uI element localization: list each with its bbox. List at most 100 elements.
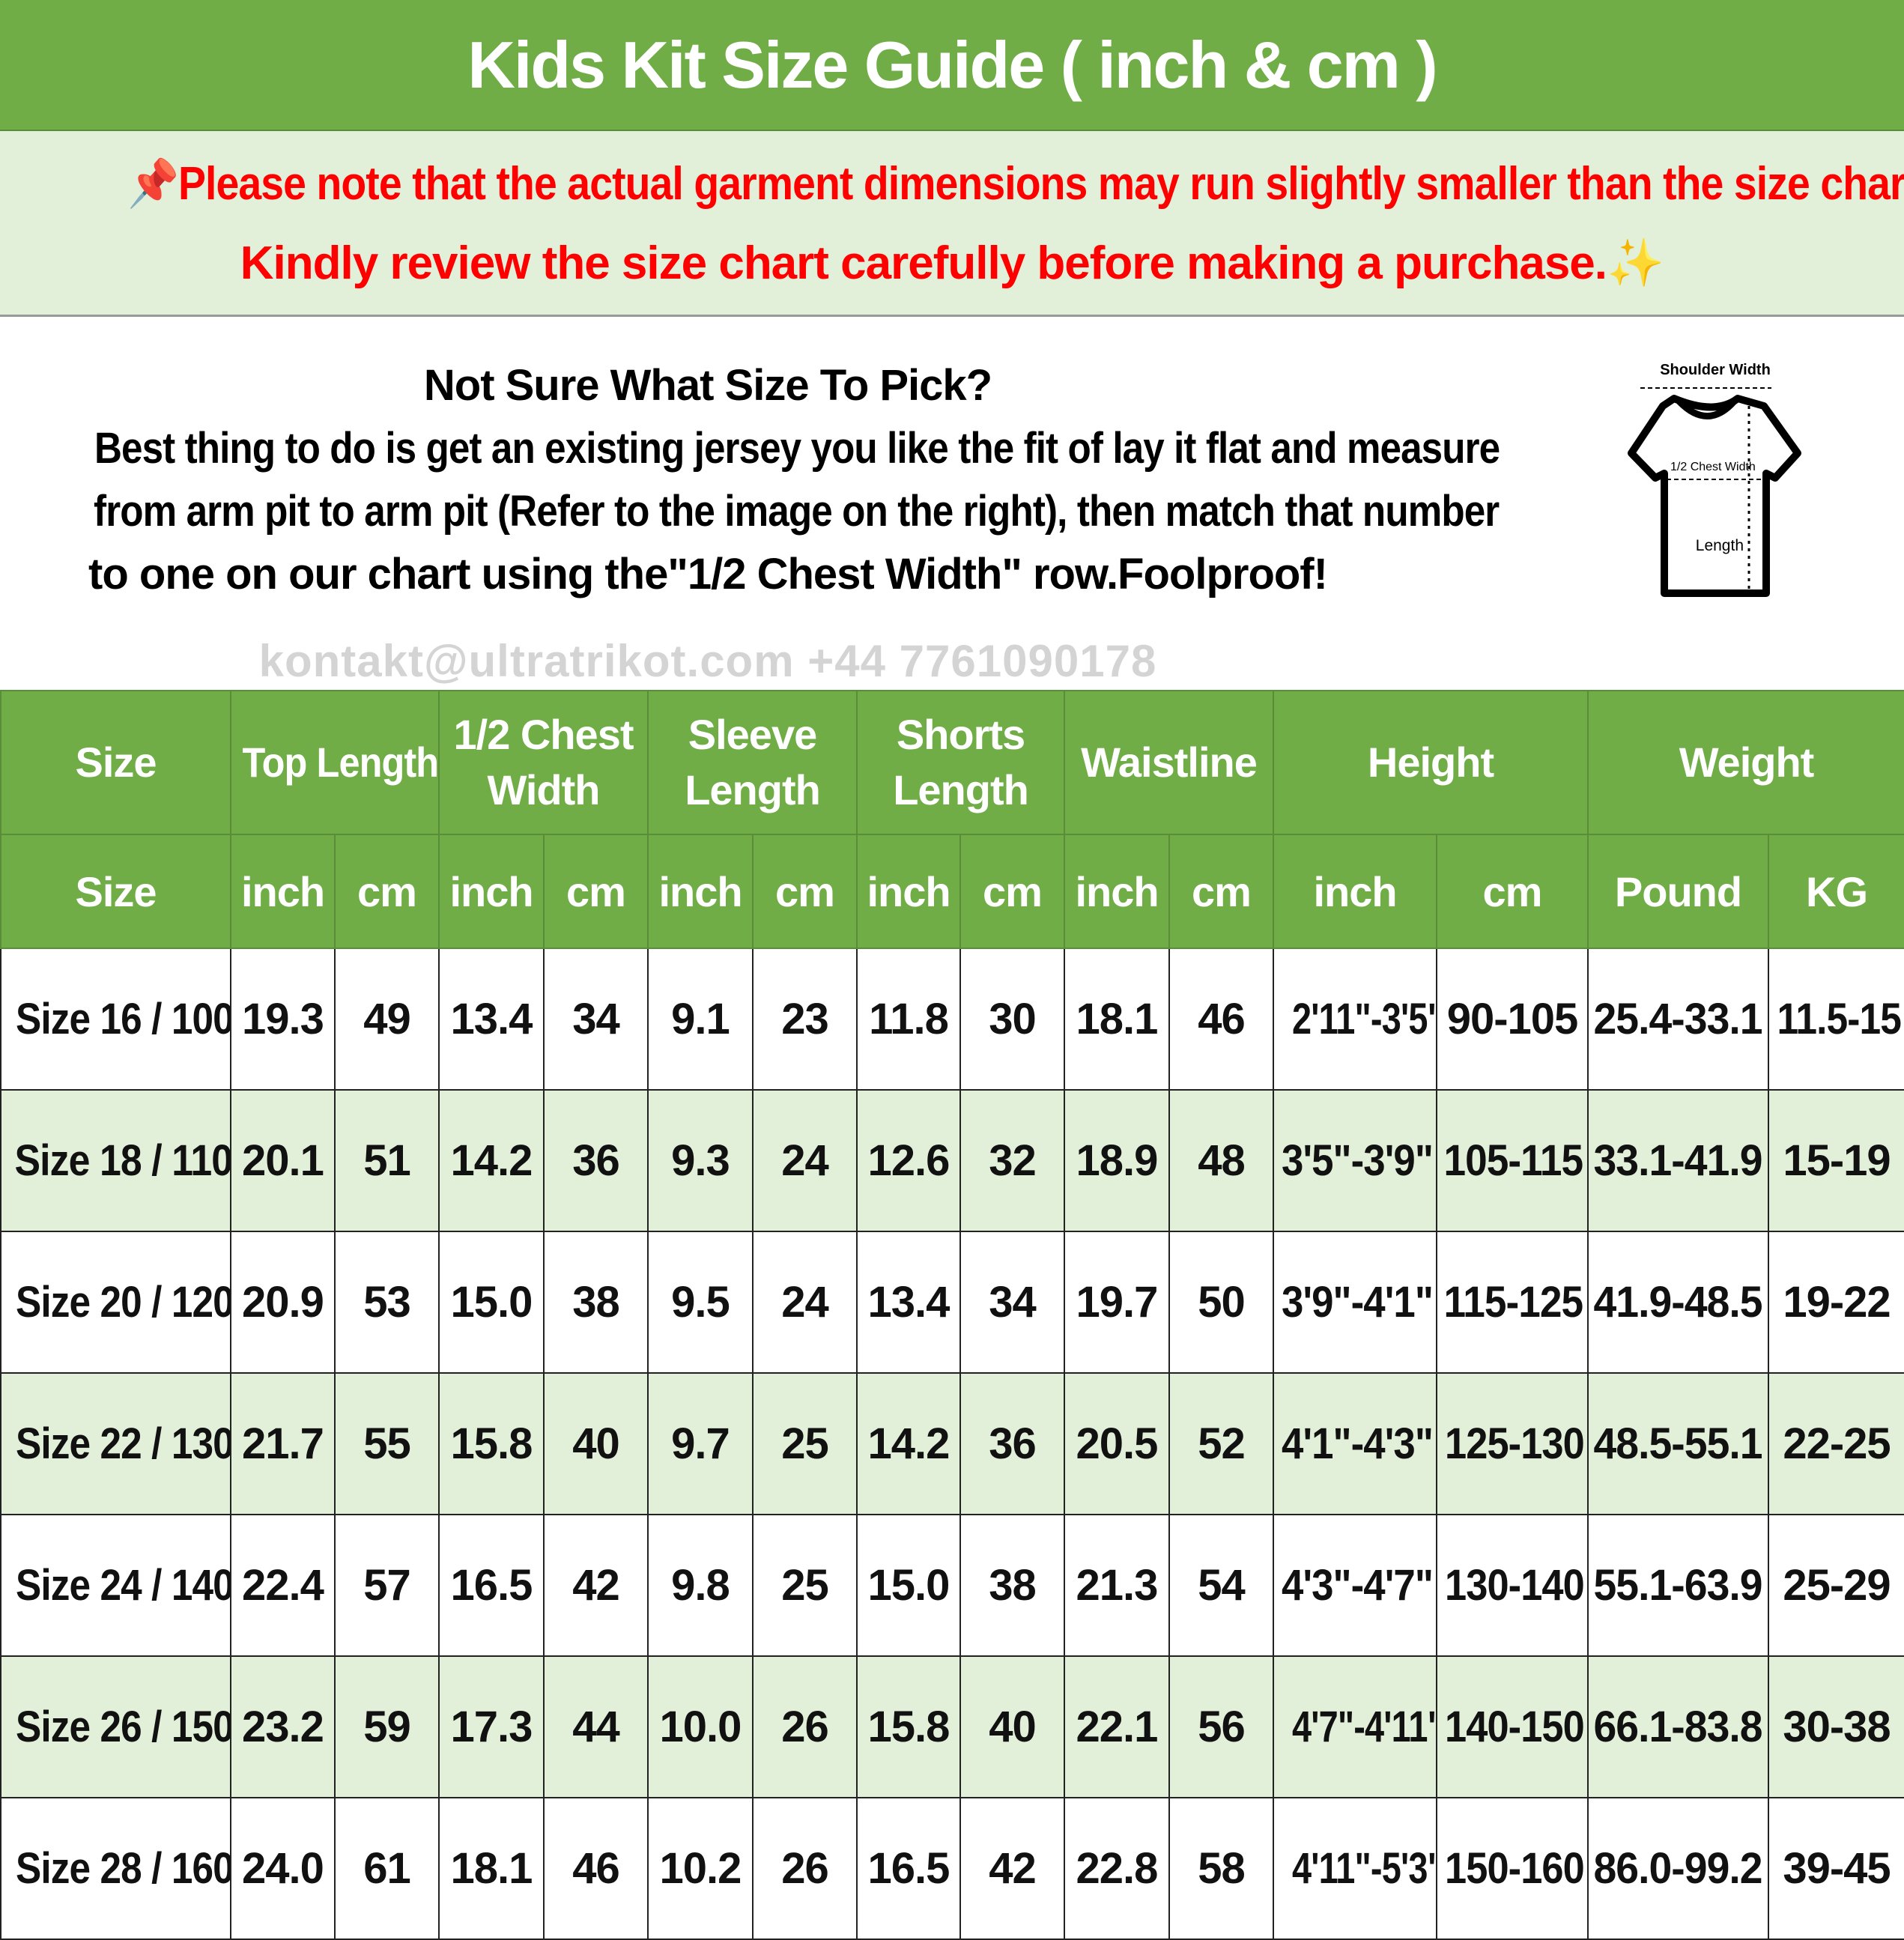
table-cell: 24 bbox=[752, 1089, 858, 1232]
table-cell: 9.8 bbox=[647, 1514, 754, 1657]
table-row: Size 16 / 100 19.3 49 13.4 34 9.1 23 11.8 30 18.1… bbox=[0, 948, 1904, 1091]
chest-width-label: 1/2 Chest Width bbox=[1670, 461, 1756, 473]
table-cell: 18.1 bbox=[438, 1797, 545, 1940]
table-cell: 19.7 bbox=[1064, 1231, 1170, 1374]
table-cell: 58 bbox=[1168, 1797, 1274, 1940]
unit-header: Pound bbox=[1587, 834, 1769, 949]
header-height: Height bbox=[1273, 690, 1589, 835]
table-cell: 15.0 bbox=[438, 1231, 545, 1374]
notice-line-2: Kindly review the size chart carefully b… bbox=[240, 237, 1664, 289]
table-cell: 24 bbox=[752, 1231, 858, 1374]
unit-header: cm bbox=[334, 834, 440, 949]
table-cell: 15-19 bbox=[1767, 1089, 1904, 1232]
table-cell: 9.7 bbox=[647, 1372, 754, 1515]
info-heading: Not Sure What Size To Pick? bbox=[423, 361, 992, 410]
header-sleeve-length: Sleeve Length bbox=[647, 690, 858, 835]
unit-header: cm bbox=[543, 834, 649, 949]
table-cell: 22-25 bbox=[1767, 1372, 1904, 1515]
table-cell: 18.9 bbox=[1064, 1089, 1170, 1232]
table-cell: 59 bbox=[334, 1655, 440, 1798]
table-cell: 15.0 bbox=[856, 1514, 961, 1657]
length-label: Length bbox=[1696, 537, 1744, 554]
table-cell: 22.1 bbox=[1064, 1655, 1170, 1798]
unit-header: inch bbox=[230, 834, 336, 949]
table-cell: 115-125 bbox=[1436, 1231, 1589, 1374]
table-cell: 56 bbox=[1168, 1655, 1274, 1798]
table-cell: 20.1 bbox=[230, 1089, 336, 1232]
table-cell: 66.1-83.8 bbox=[1587, 1655, 1769, 1798]
table-cell: 11.5-15 bbox=[1767, 948, 1904, 1091]
table-cell: 50 bbox=[1168, 1231, 1274, 1374]
table-cell: 16.5 bbox=[856, 1797, 961, 1940]
table-cell: 48 bbox=[1168, 1089, 1274, 1232]
tshirt-diagram-icon: Shoulder Width 1/2 Chest Width Length bbox=[1628, 362, 1801, 597]
info-line-3: to one on our chart using the"1/2 Chest … bbox=[88, 550, 1328, 598]
table-cell: 41.9-48.5 bbox=[1587, 1231, 1769, 1374]
unit-header-row: Size inch cm inch cm inch cm inch cm inch cm inch cm… bbox=[0, 834, 1904, 949]
watermark-text: kontakt@ultratrikot.com +44 7761090178 bbox=[258, 636, 1157, 686]
table-cell: 33.1-41.9 bbox=[1587, 1089, 1769, 1232]
measure-instructions: Not Sure What Size To Pick? Best thing t… bbox=[0, 354, 1500, 606]
table-cell: 9.5 bbox=[647, 1231, 754, 1374]
table-cell: 12.6 bbox=[856, 1089, 961, 1232]
table-cell: 130-140 bbox=[1436, 1514, 1589, 1657]
page-title: Kids Kit Size Guide ( inch & cm ) bbox=[467, 27, 1437, 102]
table-cell: 4'7"-4'11" bbox=[1273, 1655, 1437, 1798]
table-cell: 21.7 bbox=[230, 1372, 336, 1515]
table-cell: 53 bbox=[334, 1231, 440, 1374]
table-cell: 26 bbox=[752, 1655, 858, 1798]
table-cell: 9.1 bbox=[647, 948, 754, 1091]
unit-header: cm bbox=[752, 834, 858, 949]
table-row: Size 22 / 130 21.7 55 15.8 40 9.7 25 14.2 36 20.5… bbox=[0, 1372, 1904, 1515]
table-cell: 25-29 bbox=[1767, 1514, 1904, 1657]
table-cell: 14.2 bbox=[856, 1372, 961, 1515]
table-row: Size 26 / 150 23.2 59 17.3 44 10.0 26 15.8 40 22.… bbox=[0, 1655, 1904, 1798]
table-cell: 30-38 bbox=[1767, 1655, 1904, 1798]
table-cell: 11.8 bbox=[856, 948, 961, 1091]
table-cell: 55.1-63.9 bbox=[1587, 1514, 1769, 1657]
table-cell: 44 bbox=[543, 1655, 649, 1798]
table-cell: 38 bbox=[543, 1231, 649, 1374]
notice-banner: 📌Please note that the actual garment dim… bbox=[0, 131, 1904, 317]
table-cell: 20.5 bbox=[1064, 1372, 1170, 1515]
header-size: Size bbox=[0, 690, 231, 835]
table-row: Size 20 / 120 20.9 53 15.0 38 9.5 24 13.4 34 19.7… bbox=[0, 1231, 1904, 1374]
table-cell: 21.3 bbox=[1064, 1514, 1170, 1657]
table-cell: 40 bbox=[543, 1372, 649, 1515]
info-line-2: from arm pit to arm pit (Refer to the im… bbox=[94, 487, 1500, 536]
table-cell: 46 bbox=[1168, 948, 1274, 1091]
table-cell: 54 bbox=[1168, 1514, 1274, 1657]
table-cell: 30 bbox=[959, 948, 1065, 1091]
table-cell: 105-115 bbox=[1436, 1089, 1589, 1232]
group-header-row: Size Top Length 1/2 Chest Width Sleeve Len… bbox=[0, 690, 1904, 835]
table-cell: Size 22 / 130 bbox=[0, 1372, 231, 1515]
table-cell: 39-45 bbox=[1767, 1797, 1904, 1940]
unit-header: cm bbox=[1436, 834, 1589, 949]
header-weight: Weight bbox=[1586, 690, 1904, 835]
table-cell: 4'1"-4'3" bbox=[1273, 1372, 1437, 1515]
size-chart-table: Size Top Length 1/2 Chest Width Sleeve Len… bbox=[0, 690, 1904, 1940]
table-cell: 36 bbox=[543, 1089, 649, 1232]
table-cell: 61 bbox=[334, 1797, 440, 1940]
header-waistline: Waistline bbox=[1064, 690, 1274, 835]
watermark: kontakt@ultratrikot.com +44 7761090178 bbox=[0, 635, 1416, 688]
table-cell: 52 bbox=[1168, 1372, 1274, 1515]
table-cell: 34 bbox=[959, 1231, 1065, 1374]
table-cell: 150-160 bbox=[1436, 1797, 1589, 1940]
table-cell: 13.4 bbox=[856, 1231, 961, 1374]
table-row: Size 24 / 140 22.4 57 16.5 42 9.8 25 15.0 38 21.3… bbox=[0, 1514, 1904, 1657]
table-cell: Size 26 / 150 bbox=[0, 1655, 231, 1798]
unit-header: inch bbox=[1064, 834, 1170, 949]
table-cell: 14.2 bbox=[438, 1089, 545, 1232]
measure-info-section: Not Sure What Size To Pick? Best thing t… bbox=[0, 317, 1904, 634]
table-cell: 23 bbox=[752, 948, 858, 1091]
table-cell: 55 bbox=[334, 1372, 440, 1515]
unit-header: inch bbox=[438, 834, 545, 949]
table-row: Size 28 / 160 24.0 61 18.1 46 10.2 26 16.5 42 22.… bbox=[0, 1797, 1904, 1940]
unit-header: cm bbox=[1168, 834, 1274, 949]
table-cell: 23.2 bbox=[230, 1655, 336, 1798]
table-cell: 90-105 bbox=[1436, 948, 1589, 1091]
table-cell: Size 18 / 110 bbox=[0, 1089, 231, 1232]
unit-header: inch bbox=[647, 834, 754, 949]
table-cell: 24.0 bbox=[230, 1797, 336, 1940]
